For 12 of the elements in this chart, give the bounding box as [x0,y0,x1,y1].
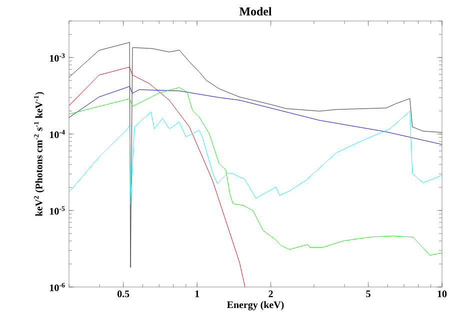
y-tick-label: 10$^{-6}$ [50,282,65,292]
y-tick-label: 10$^{-5}$ [50,206,65,215]
text: keV$^{2}$ (Photons cm$^{-2}$ s$^{-1}$ keV$^{-1}$) [34,92,44,216]
x-tick-label: 2 [268,290,273,298]
chart-title: Model [239,7,272,16]
x-axis-title: Energy (keV) [227,301,284,310]
x-tick-label: 0.5 [117,290,130,298]
y-tick-label: 10$^{-4}$ [50,130,65,138]
x-tick-label: 1 [195,290,200,298]
x-tick-label: 5 [366,290,370,298]
x-tick-label: 10 [438,290,447,298]
y-tick-label: 10$^{-3}$ [50,53,65,62]
